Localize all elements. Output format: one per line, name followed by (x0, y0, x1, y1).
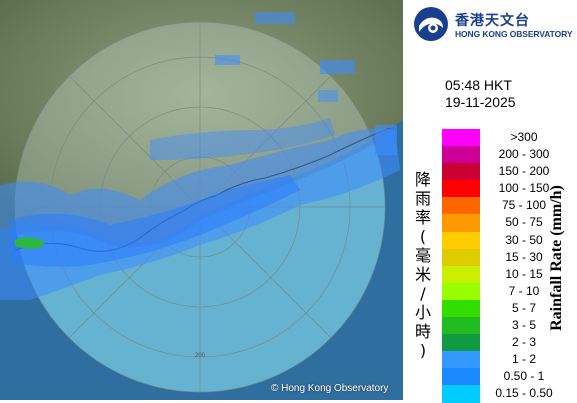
legend-swatch (442, 368, 480, 386)
legend-panel: 香港天文台 HONG KONG OBSERVATORY 05:48 HKT 19… (403, 0, 577, 403)
legend-row: 200 - 300 (442, 146, 572, 164)
legend-row: 15 - 30 (442, 248, 572, 266)
legend-label: 10 - 15 (505, 266, 543, 281)
observatory-logo: 香港天文台 HONG KONG OBSERVATORY (413, 6, 573, 46)
legend-row: 75 - 100 (442, 197, 572, 215)
copyright-text: © Hong Kong Observatory (271, 383, 389, 394)
legend-swatch (442, 146, 480, 164)
legend-swatch (442, 282, 480, 300)
radar-map: 200 © Hong Kong Observatory (0, 0, 403, 400)
legend-swatch (442, 214, 480, 232)
legend-label: >300 (510, 130, 538, 144)
legend-label: 100 - 150 (498, 181, 550, 196)
logo-chinese-text: 香港天文台 (455, 13, 530, 29)
legend-swatch (442, 351, 480, 369)
legend-label: 150 - 200 (498, 164, 550, 179)
legend-label: 15 - 30 (505, 249, 543, 264)
legend-row: 1 - 2 (442, 351, 572, 369)
legend-label: 0.50 - 1 (503, 369, 545, 384)
logo-english-text: HONG KONG OBSERVATORY (455, 29, 573, 39)
observatory-logo-icon (414, 7, 448, 41)
rain-echoes (0, 12, 400, 300)
rainfall-legend: >300 200 - 300 150 - 200 100 - 150 75 - 100 5… (442, 129, 572, 403)
legend-swatch (442, 299, 480, 318)
legend-label: 2 - 3 (511, 335, 536, 350)
legend-swatch (442, 265, 480, 283)
legend-row: 10 - 15 (442, 265, 572, 283)
legend-label: 7 - 10 (508, 283, 540, 298)
legend-swatch (442, 163, 480, 181)
legend-label: 5 - 7 (511, 300, 536, 315)
legend-row: 5 - 7 (442, 299, 572, 318)
range-ring-label: 200 (195, 353, 206, 359)
legend-title-chinese: 降雨率(毫米 / 小時) (414, 170, 431, 360)
legend-label: 30 - 50 (505, 232, 543, 247)
legend-row: 0.50 - 1 (442, 368, 572, 386)
legend-row: 150 - 200 (442, 163, 572, 181)
date-text: 19-11-2025 (445, 94, 516, 110)
legend-label: 1 - 2 (511, 352, 536, 367)
legend-row: >300 (442, 129, 572, 147)
legend-row: 50 - 75 (442, 214, 572, 232)
legend-label: 0.15 - 0.50 (495, 386, 553, 401)
time-text: 05:48 HKT (445, 77, 512, 93)
legend-row: 2 - 3 (442, 334, 572, 352)
legend-label: 50 - 75 (505, 215, 543, 230)
legend-row: 3 - 5 (442, 317, 572, 335)
legend-swatch (442, 248, 480, 266)
legend-swatch (442, 231, 480, 249)
legend-row: 100 - 150 (442, 180, 572, 198)
legend-label: 200 - 300 (498, 147, 550, 162)
legend-swatch (442, 197, 480, 215)
legend-swatch (442, 180, 480, 198)
legend-row: 7 - 10 (442, 282, 572, 300)
legend-label: 3 - 5 (511, 318, 536, 333)
legend-swatch (442, 317, 480, 335)
timestamp: 05:48 HKT 19-11-2025 (445, 77, 516, 111)
radar-map-image: 200 (0, 0, 403, 400)
legend-swatch (442, 385, 480, 403)
legend-label: 75 - 100 (501, 198, 547, 213)
legend-row: 0.15 - 0.50 (442, 385, 572, 403)
legend-swatch (442, 129, 480, 147)
legend-swatch (442, 334, 480, 352)
legend-row: 30 - 50 (442, 231, 572, 249)
legend-title-english: Rainfall Rate (mm/h) (548, 185, 565, 331)
